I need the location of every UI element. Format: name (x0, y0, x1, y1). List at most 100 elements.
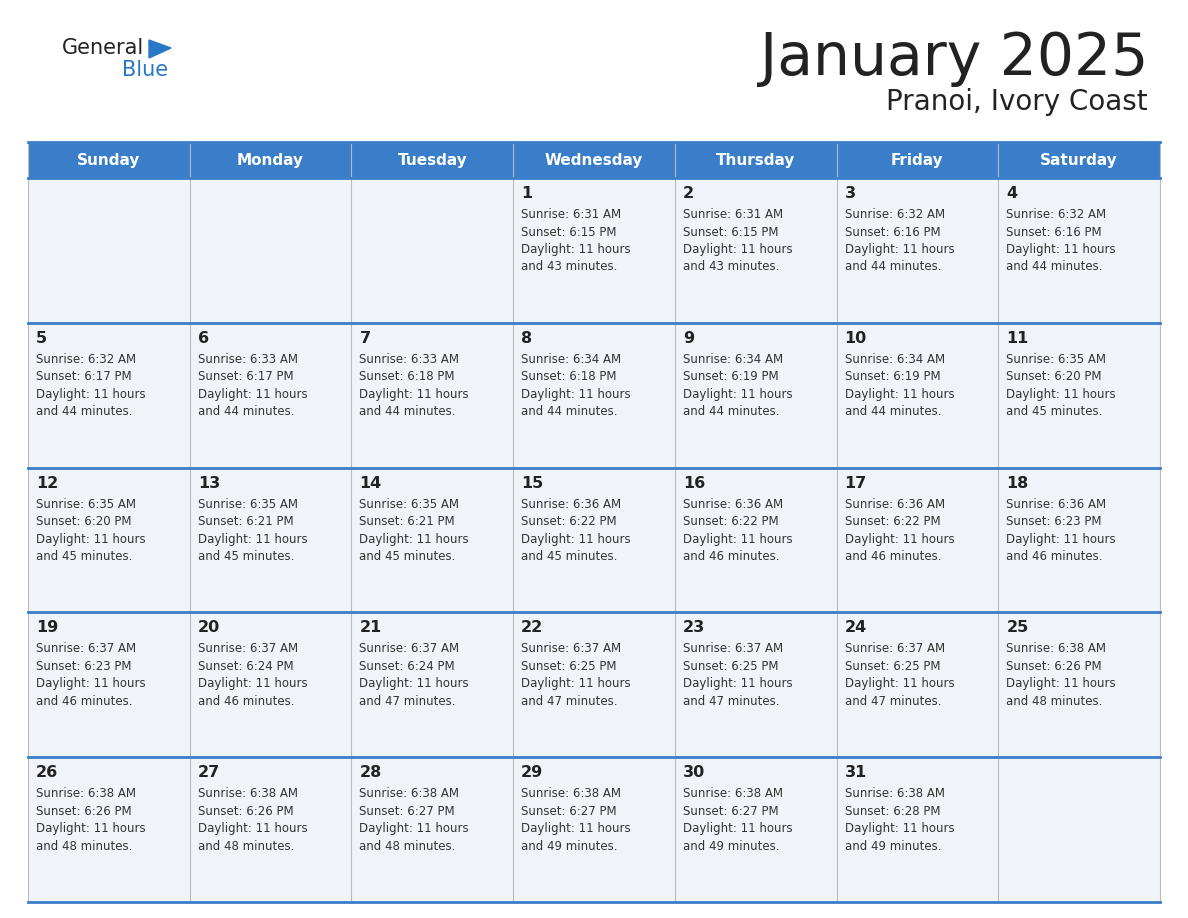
Text: 31: 31 (845, 766, 867, 780)
Text: 26: 26 (36, 766, 58, 780)
Text: Sunset: 6:22 PM: Sunset: 6:22 PM (522, 515, 617, 528)
Bar (675, 178, 836, 323)
Text: 21: 21 (360, 621, 381, 635)
Text: and 47 minutes.: and 47 minutes. (522, 695, 618, 708)
Bar (29, 142, 190, 178)
Text: Daylight: 11 hours: Daylight: 11 hours (683, 243, 792, 256)
Text: 18: 18 (1006, 476, 1029, 490)
Text: and 46 minutes.: and 46 minutes. (683, 550, 779, 563)
Text: Sunrise: 6:31 AM: Sunrise: 6:31 AM (522, 208, 621, 221)
Text: Sunset: 6:19 PM: Sunset: 6:19 PM (683, 370, 778, 384)
Text: and 44 minutes.: and 44 minutes. (360, 406, 456, 419)
Text: Daylight: 11 hours: Daylight: 11 hours (683, 387, 792, 401)
Bar (836, 467, 998, 612)
Text: Daylight: 11 hours: Daylight: 11 hours (197, 532, 308, 545)
Text: Sunset: 6:25 PM: Sunset: 6:25 PM (683, 660, 778, 673)
Text: Daylight: 11 hours: Daylight: 11 hours (845, 532, 954, 545)
Bar (675, 323, 836, 467)
Text: Sunset: 6:20 PM: Sunset: 6:20 PM (1006, 370, 1101, 384)
Text: and 46 minutes.: and 46 minutes. (197, 695, 295, 708)
Text: Sunset: 6:26 PM: Sunset: 6:26 PM (36, 805, 132, 818)
Text: Sunrise: 6:34 AM: Sunrise: 6:34 AM (845, 353, 944, 365)
Text: 28: 28 (360, 766, 381, 780)
Bar (998, 467, 1159, 612)
Bar (998, 142, 1159, 178)
Text: 29: 29 (522, 766, 543, 780)
Text: and 49 minutes.: and 49 minutes. (845, 840, 941, 853)
Text: 7: 7 (360, 330, 371, 346)
Text: Sunrise: 6:32 AM: Sunrise: 6:32 AM (1006, 208, 1106, 221)
Text: 25: 25 (1006, 621, 1029, 635)
Text: Sunset: 6:16 PM: Sunset: 6:16 PM (1006, 226, 1102, 239)
Text: Sunset: 6:17 PM: Sunset: 6:17 PM (197, 370, 293, 384)
Text: Sunrise: 6:37 AM: Sunrise: 6:37 AM (360, 643, 460, 655)
Text: Daylight: 11 hours: Daylight: 11 hours (1006, 532, 1116, 545)
Text: Sunset: 6:18 PM: Sunset: 6:18 PM (360, 370, 455, 384)
Text: and 47 minutes.: and 47 minutes. (845, 695, 941, 708)
Text: Sunset: 6:21 PM: Sunset: 6:21 PM (360, 515, 455, 528)
Text: 20: 20 (197, 621, 220, 635)
Text: Sunrise: 6:37 AM: Sunrise: 6:37 AM (36, 643, 137, 655)
Text: Sunrise: 6:38 AM: Sunrise: 6:38 AM (360, 788, 460, 800)
Text: Sunset: 6:19 PM: Sunset: 6:19 PM (845, 370, 940, 384)
Text: Sunset: 6:26 PM: Sunset: 6:26 PM (197, 805, 293, 818)
Bar (513, 323, 675, 467)
Text: Daylight: 11 hours: Daylight: 11 hours (197, 823, 308, 835)
Text: Sunrise: 6:37 AM: Sunrise: 6:37 AM (845, 643, 944, 655)
Text: 16: 16 (683, 476, 706, 490)
Text: and 49 minutes.: and 49 minutes. (683, 840, 779, 853)
Text: Sunset: 6:24 PM: Sunset: 6:24 PM (197, 660, 293, 673)
Bar (513, 467, 675, 612)
Bar (190, 323, 352, 467)
Text: and 45 minutes.: and 45 minutes. (197, 550, 295, 563)
Text: Thursday: Thursday (716, 152, 796, 167)
Text: Sunset: 6:17 PM: Sunset: 6:17 PM (36, 370, 132, 384)
Text: Sunset: 6:18 PM: Sunset: 6:18 PM (522, 370, 617, 384)
Bar (29, 467, 190, 612)
Text: Sunrise: 6:35 AM: Sunrise: 6:35 AM (1006, 353, 1106, 365)
Text: 12: 12 (36, 476, 58, 490)
Bar (998, 757, 1159, 902)
Text: Sunrise: 6:35 AM: Sunrise: 6:35 AM (36, 498, 135, 510)
Text: Daylight: 11 hours: Daylight: 11 hours (522, 677, 631, 690)
Text: Daylight: 11 hours: Daylight: 11 hours (683, 532, 792, 545)
Bar (513, 757, 675, 902)
Text: 6: 6 (197, 330, 209, 346)
Text: and 44 minutes.: and 44 minutes. (522, 406, 618, 419)
Text: 1: 1 (522, 186, 532, 201)
Text: Sunrise: 6:36 AM: Sunrise: 6:36 AM (1006, 498, 1106, 510)
Bar (29, 178, 190, 323)
Bar (836, 757, 998, 902)
Bar (675, 612, 836, 757)
Text: Sunrise: 6:34 AM: Sunrise: 6:34 AM (683, 353, 783, 365)
Text: Saturday: Saturday (1041, 152, 1118, 167)
Text: Sunset: 6:21 PM: Sunset: 6:21 PM (197, 515, 293, 528)
Bar (513, 142, 675, 178)
Text: and 43 minutes.: and 43 minutes. (522, 261, 618, 274)
Text: Sunset: 6:25 PM: Sunset: 6:25 PM (522, 660, 617, 673)
Text: Sunset: 6:27 PM: Sunset: 6:27 PM (683, 805, 778, 818)
Text: 14: 14 (360, 476, 381, 490)
Text: Sunset: 6:27 PM: Sunset: 6:27 PM (360, 805, 455, 818)
Text: Daylight: 11 hours: Daylight: 11 hours (522, 243, 631, 256)
Text: Daylight: 11 hours: Daylight: 11 hours (1006, 677, 1116, 690)
Text: Daylight: 11 hours: Daylight: 11 hours (197, 387, 308, 401)
Bar (836, 142, 998, 178)
Bar (190, 467, 352, 612)
Text: Sunset: 6:22 PM: Sunset: 6:22 PM (683, 515, 778, 528)
Text: and 47 minutes.: and 47 minutes. (360, 695, 456, 708)
Text: 4: 4 (1006, 186, 1017, 201)
Text: Sunrise: 6:31 AM: Sunrise: 6:31 AM (683, 208, 783, 221)
Text: Daylight: 11 hours: Daylight: 11 hours (683, 823, 792, 835)
Text: Daylight: 11 hours: Daylight: 11 hours (197, 677, 308, 690)
Text: Sunrise: 6:35 AM: Sunrise: 6:35 AM (360, 498, 460, 510)
Bar (675, 142, 836, 178)
Text: Sunset: 6:15 PM: Sunset: 6:15 PM (683, 226, 778, 239)
Text: Sunday: Sunday (77, 152, 140, 167)
Text: Sunrise: 6:38 AM: Sunrise: 6:38 AM (197, 788, 298, 800)
Text: Daylight: 11 hours: Daylight: 11 hours (522, 387, 631, 401)
Text: Sunrise: 6:38 AM: Sunrise: 6:38 AM (1006, 643, 1106, 655)
Bar (998, 178, 1159, 323)
Text: 5: 5 (36, 330, 48, 346)
Text: Daylight: 11 hours: Daylight: 11 hours (1006, 243, 1116, 256)
